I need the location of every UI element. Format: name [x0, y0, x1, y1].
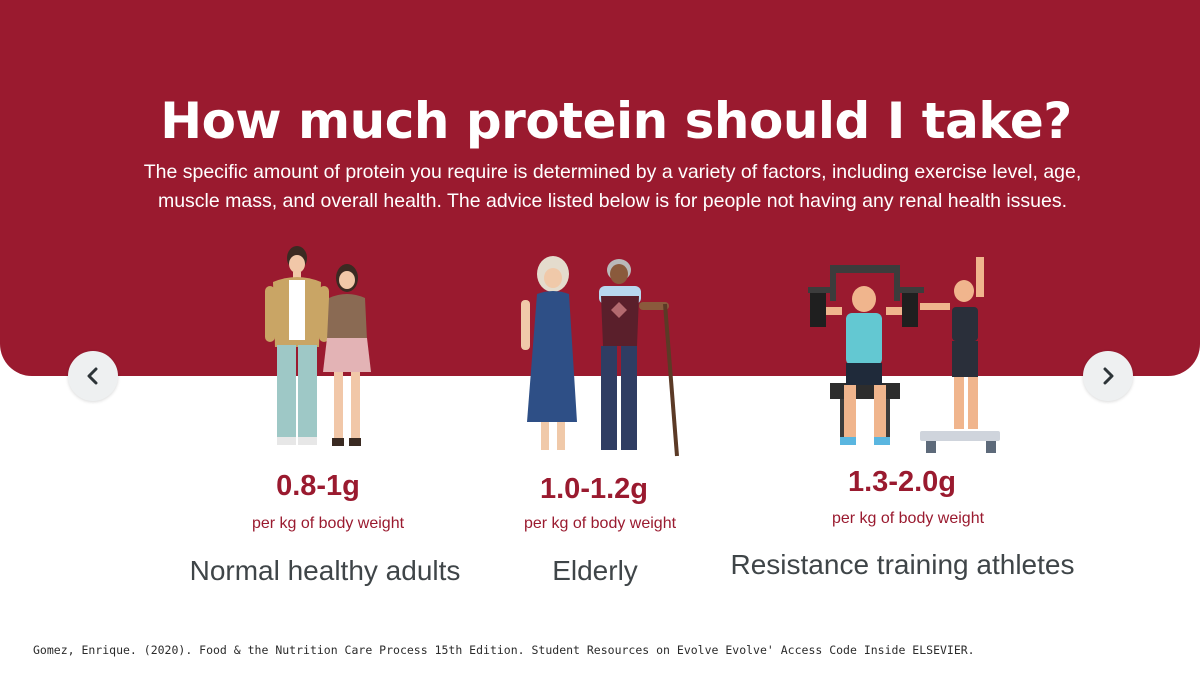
- chevron-left-icon: [87, 367, 98, 385]
- card-3-label: Resistance training athletes: [730, 549, 1075, 580]
- card-3-unit: per kg of body weight: [831, 510, 985, 527]
- card-2-amount: 1.0-1.2g: [540, 473, 648, 505]
- young-couple-illustration: [265, 246, 371, 446]
- elderly-couple-illustration: [521, 256, 679, 457]
- card-2-label: Elderly: [552, 555, 638, 586]
- gym-athletes-illustration: [808, 257, 1000, 453]
- next-button[interactable]: [1083, 351, 1133, 401]
- hero-banner: [0, 0, 1200, 376]
- card-1-amount: 0.8-1g: [276, 470, 360, 502]
- previous-button[interactable]: [68, 351, 118, 401]
- page-subtitle: The specific amount of protein you requi…: [143, 161, 1082, 212]
- page-title: How much protein should I take?: [160, 92, 1072, 150]
- chevron-right-icon: [1103, 367, 1114, 385]
- card-1-unit: per kg of body weight: [251, 515, 405, 532]
- source-citation: Gomez, Enrique. (2020). Food & the Nutri…: [33, 643, 975, 657]
- card-2-unit: per kg of body weight: [523, 515, 677, 532]
- card-1-label: Normal healthy adults: [189, 555, 461, 586]
- card-3-amount: 1.3-2.0g: [848, 466, 956, 498]
